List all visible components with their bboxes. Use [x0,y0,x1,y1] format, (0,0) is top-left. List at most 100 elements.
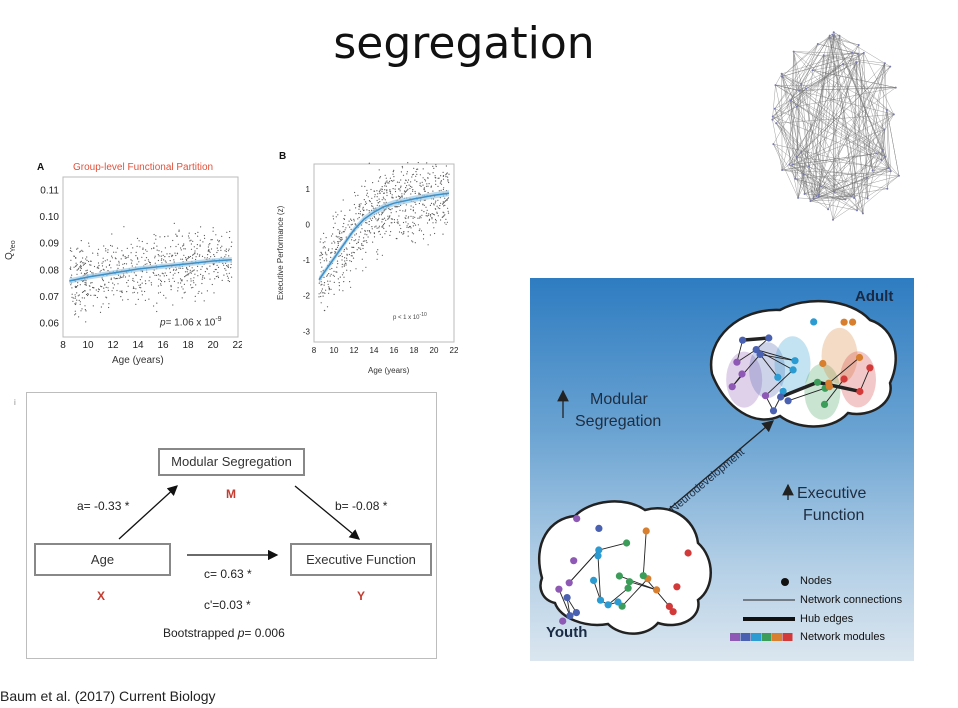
wireframe-edge [886,109,894,115]
scatter-point [190,287,193,289]
scatter-point [442,188,444,191]
scatter-point [215,268,217,271]
scatter-point [355,268,357,270]
scatter-point [145,257,148,259]
scatter-point [121,276,123,278]
scatter-point [349,226,351,228]
scatter-point [154,255,156,257]
scatter-point [324,251,327,253]
scatter-point [396,206,399,208]
scatter-point [70,276,72,278]
scatter-point [419,184,421,186]
scatter-point [390,222,392,224]
scatter-point [423,211,425,213]
scatter-point [220,256,222,258]
scatter-point [412,189,414,191]
scatter-point [88,245,90,247]
wireframe-edge [863,52,868,199]
scatter-point [208,249,210,251]
c-prime-label: c'=0.03 * [204,598,251,612]
scatter-point [123,226,125,228]
scatter-point [410,227,412,229]
scatter-point [127,255,130,257]
panel-a-pvalue: p= 1.06 x 10-9 [160,316,222,328]
scatter-point [320,295,322,298]
scatter-point [421,181,423,183]
wireframe-node [832,218,834,221]
scatter-point [120,258,122,260]
bootstrap-value: = 0.006 [244,626,285,640]
scatter-point [208,250,210,252]
scatter-point [106,259,108,261]
scatter-point [102,261,104,263]
scatter-point [81,262,83,264]
scatter-point [349,270,352,272]
scatter-point [156,245,158,247]
network-node [615,572,623,580]
network-node [596,596,605,604]
scatter-point [230,267,232,269]
panel-b-ylabel: Executive Performance (z) [276,205,285,300]
scatter-point [425,212,428,214]
scatter-point [164,256,166,258]
scatter-point [322,242,324,244]
wireframe-edge [845,177,868,200]
scatter-point [346,259,348,261]
scatter-point [136,257,139,259]
scatter-point [353,240,355,242]
scatter-point [341,238,343,240]
scatter-point [166,274,168,277]
scatter-point [326,260,328,262]
scatter-point [195,258,197,261]
scatter-point [145,249,147,251]
scatter-point [357,194,359,196]
scatter-point [72,297,74,299]
scatter-point [333,270,335,272]
network-node [739,336,747,344]
wireframe-edge [774,43,819,109]
scatter-point [71,274,73,276]
scatter-point [71,296,73,298]
network-node [728,383,736,391]
y-tick-label: 0 [306,221,311,230]
scatter-point [430,185,432,187]
scatter-point [434,218,437,221]
scatter-point [109,260,111,262]
scatter-point [86,259,88,261]
network-edges [731,336,871,411]
scatter-point [366,192,368,194]
scatter-point [420,185,422,187]
scatter-point [190,239,192,241]
network-node [604,601,612,609]
scatter-point [92,252,94,254]
scatter-point [199,239,201,241]
scatter-point [144,259,146,261]
scatter-point [92,305,94,307]
scatter-point [155,238,157,240]
scatter-point [440,219,442,221]
scatter-point [330,252,332,254]
network-node [590,576,598,584]
scatter-point [73,255,75,257]
scatter-point [182,288,184,290]
legend-swatch [772,633,782,641]
scatter-point [435,177,437,179]
panel-b-plot: 8 10 12 14 16 18 20 22-3-2-101 [303,162,458,355]
scatter-point [194,300,196,302]
scatter-point [100,269,102,272]
scatter-point [355,213,357,215]
wireframe-edge [790,43,819,101]
scatter-point [423,189,425,191]
scatter-point [320,251,322,253]
scatter-point [324,241,326,243]
scatter-point [83,297,85,299]
scatter-point [191,267,193,269]
scatter-point [326,274,329,276]
scatter-point [333,240,335,242]
scatter-point [81,308,83,310]
scatter-point [77,295,79,297]
scatter-point [407,217,409,219]
scatter-point [333,281,335,283]
wireframe-edge [796,90,800,158]
scatter-point [414,242,416,244]
